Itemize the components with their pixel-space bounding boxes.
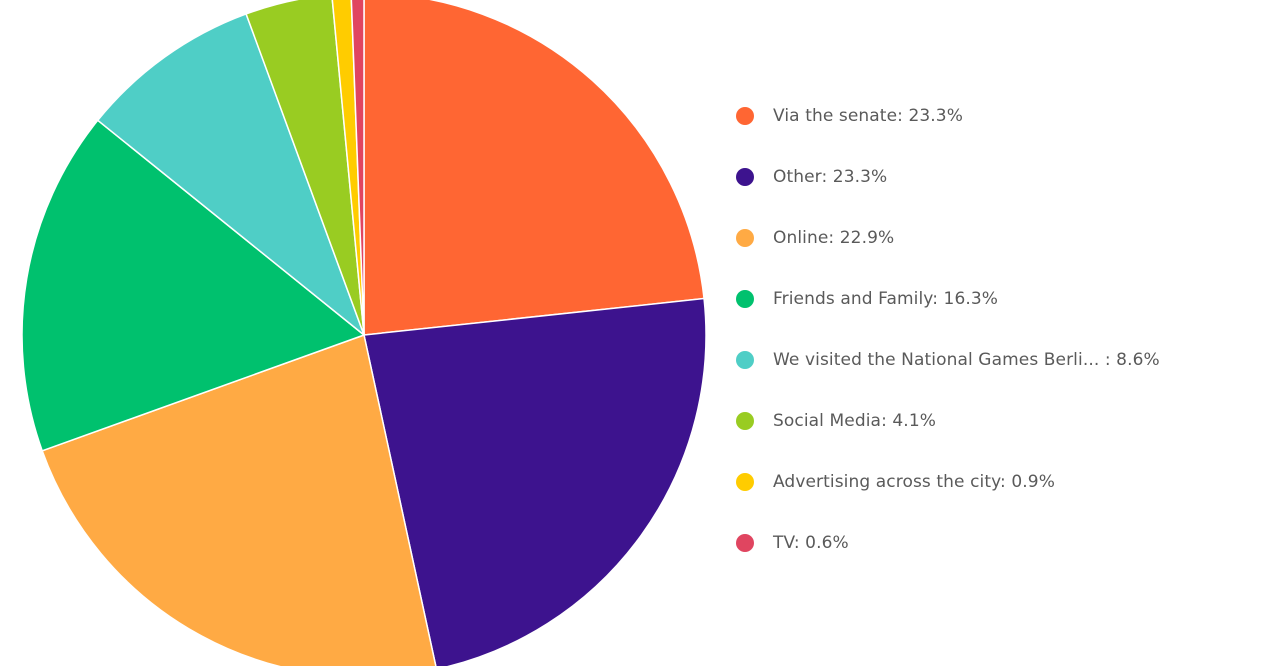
pie-slice-2[interactable] [41, 334, 437, 666]
legend-swatch-icon [736, 168, 754, 186]
legend-swatch-icon [736, 351, 754, 369]
pie-slice-4[interactable] [97, 13, 365, 336]
legend-item-7[interactable]: TV: 0.6% [736, 528, 1281, 558]
pie-slice-0[interactable] [363, 0, 705, 336]
legend-label: Friends and Family: 16.3% [773, 289, 999, 309]
legend-label: We visited the National Games Berli... :… [773, 350, 1160, 370]
legend-item-5[interactable]: Social Media: 4.1% [736, 406, 1281, 436]
pie-slice-7[interactable] [350, 0, 365, 336]
legend-label: TV: 0.6% [773, 533, 849, 553]
legend-item-3[interactable]: Friends and Family: 16.3% [736, 284, 1281, 314]
legend-swatch-icon [736, 473, 754, 491]
legend-swatch-icon [736, 534, 754, 552]
legend-item-1[interactable]: Other: 23.3% [736, 162, 1281, 192]
legend-swatch-icon [736, 412, 754, 430]
pie-slice-3[interactable] [21, 119, 365, 452]
legend-item-4[interactable]: We visited the National Games Berli... :… [736, 345, 1281, 375]
legend-label: Online: 22.9% [773, 228, 895, 248]
legend-item-0[interactable]: Via the senate: 23.3% [736, 101, 1281, 131]
pie-chart [21, 0, 707, 666]
legend-item-6[interactable]: Advertising across the city: 0.9% [736, 467, 1281, 497]
legend-label: Advertising across the city: 0.9% [773, 472, 1055, 492]
pie-slice-5[interactable] [245, 0, 365, 336]
chart-legend: Via the senate: 23.3% Other: 23.3% Online:… [736, 101, 1281, 589]
legend-label: Social Media: 4.1% [773, 411, 936, 431]
legend-label: Via the senate: 23.3% [773, 106, 963, 126]
legend-label: Other: 23.3% [773, 167, 888, 187]
legend-item-2[interactable]: Online: 22.9% [736, 223, 1281, 253]
legend-swatch-icon [736, 229, 754, 247]
pie-slice-1[interactable] [363, 297, 707, 666]
pie-slice-6[interactable] [331, 0, 365, 336]
legend-swatch-icon [736, 290, 754, 308]
legend-swatch-icon [736, 107, 754, 125]
